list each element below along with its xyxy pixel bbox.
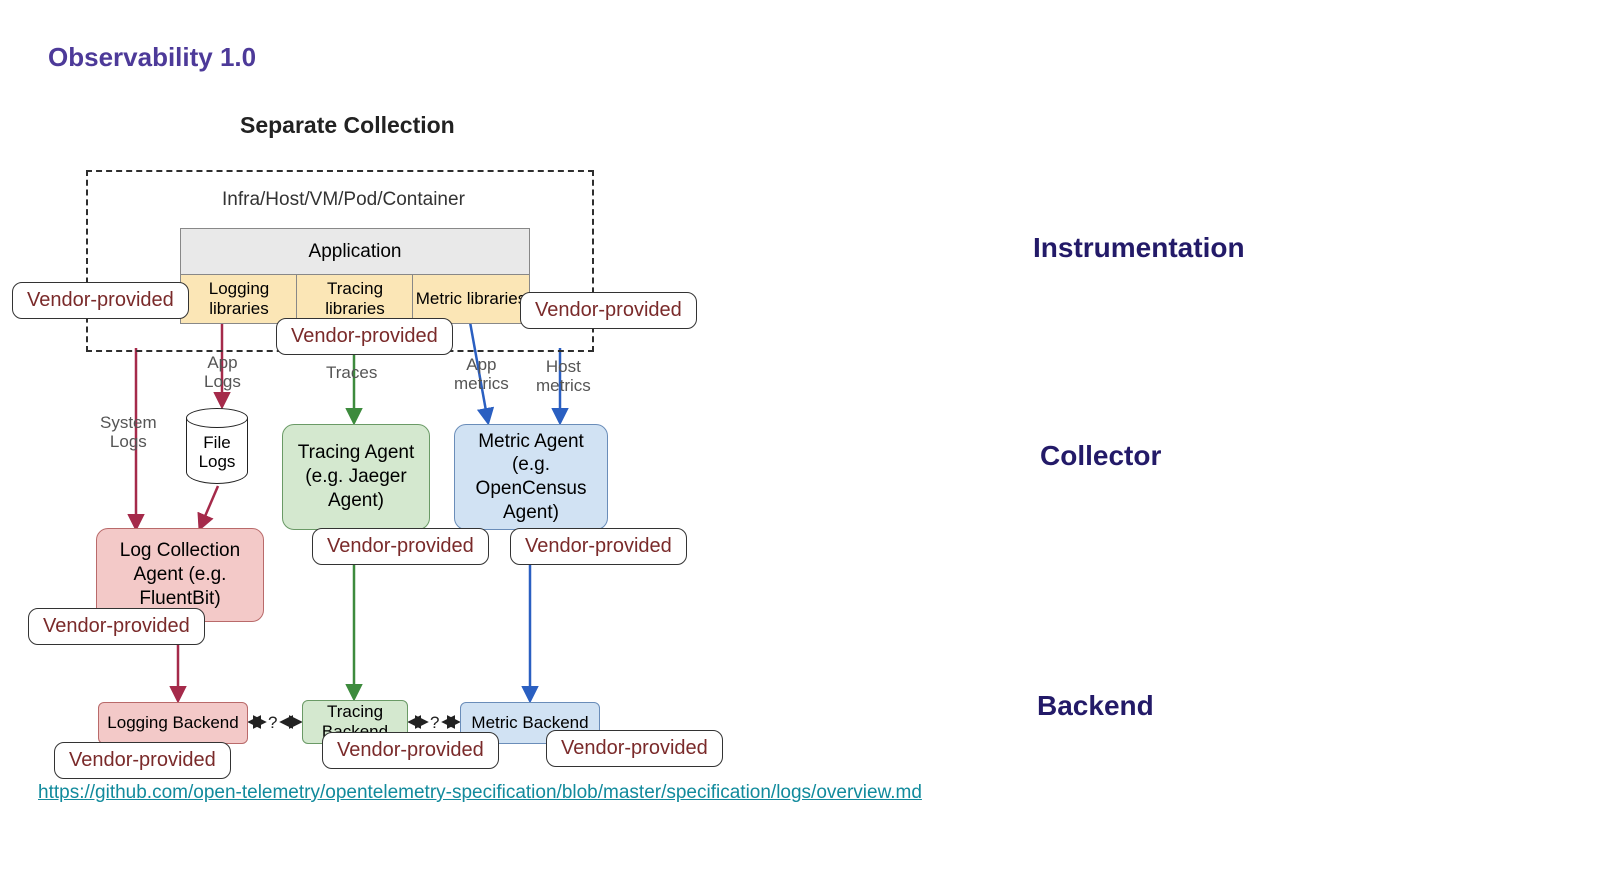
label-system-logs: SystemLogs bbox=[100, 414, 157, 451]
log-agent-label: Log Collection Agent (e.g. FluentBit) bbox=[103, 539, 257, 610]
source-link[interactable]: https://github.com/open-telemetry/opente… bbox=[38, 782, 922, 804]
svg-text:?: ? bbox=[430, 713, 439, 732]
infra-label: Infra/Host/VM/Pod/Container bbox=[222, 190, 465, 211]
arrow-file-to-log-agent bbox=[200, 486, 218, 528]
tracing-libraries-label: Tracing libraries bbox=[297, 279, 413, 318]
vendor-pill-agent-trace: Vendor-provided bbox=[312, 528, 489, 565]
label-traces: Traces bbox=[326, 364, 377, 383]
svg-text:?: ? bbox=[268, 713, 277, 732]
section-collector: Collector bbox=[1040, 440, 1161, 472]
section-backend: Backend bbox=[1037, 690, 1154, 722]
vendor-pill-backend-log: Vendor-provided bbox=[54, 742, 231, 779]
tracing-agent-label: Tracing Agent (e.g. Jaeger Agent) bbox=[289, 441, 423, 512]
metric-agent: Metric Agent (e.g. OpenCensus Agent) bbox=[454, 424, 608, 530]
section-instrumentation: Instrumentation bbox=[1033, 232, 1245, 264]
application-header: Application bbox=[180, 228, 530, 276]
vendor-pill-lib-logging: Vendor-provided bbox=[12, 282, 189, 319]
logging-backend-label: Logging Backend bbox=[107, 713, 238, 733]
logging-backend: Logging Backend bbox=[98, 702, 248, 744]
label-host-metrics: Hostmetrics bbox=[536, 358, 591, 395]
diagram-title: Separate Collection bbox=[240, 112, 455, 139]
logging-libraries-box: Logging libraries bbox=[180, 274, 298, 324]
metric-agent-label: Metric Agent (e.g. OpenCensus Agent) bbox=[461, 430, 601, 525]
vendor-pill-agent-log: Vendor-provided bbox=[28, 608, 205, 645]
file-logs-label: FileLogs bbox=[186, 434, 248, 471]
vendor-pill-backend-metric: Vendor-provided bbox=[546, 730, 723, 767]
metric-libraries-box: Metric libraries bbox=[412, 274, 530, 324]
logging-libraries-label: Logging libraries bbox=[181, 279, 297, 318]
tracing-agent: Tracing Agent (e.g. Jaeger Agent) bbox=[282, 424, 430, 530]
vendor-pill-lib-tracing: Vendor-provided bbox=[276, 318, 453, 355]
page-title: Observability 1.0 bbox=[48, 42, 256, 73]
vendor-pill-agent-metric: Vendor-provided bbox=[510, 528, 687, 565]
file-logs-cylinder: FileLogs bbox=[186, 408, 248, 484]
tracing-libraries-box: Tracing libraries bbox=[296, 274, 414, 324]
metric-libraries-label: Metric libraries bbox=[416, 289, 527, 309]
label-app-metrics: Appmetrics bbox=[454, 356, 509, 393]
vendor-pill-lib-metric: Vendor-provided bbox=[520, 292, 697, 329]
stage: Observability 1.0 Separate Collection In… bbox=[0, 0, 1600, 895]
label-app-logs: AppLogs bbox=[204, 354, 241, 391]
vendor-pill-backend-trace: Vendor-provided bbox=[322, 732, 499, 769]
